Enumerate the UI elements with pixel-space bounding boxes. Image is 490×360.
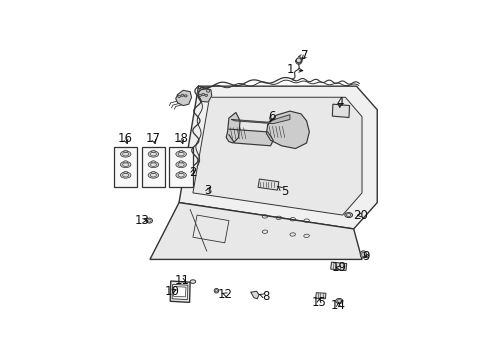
Ellipse shape [190, 280, 196, 283]
Ellipse shape [122, 152, 129, 156]
Ellipse shape [124, 171, 127, 174]
Ellipse shape [121, 162, 131, 168]
FancyBboxPatch shape [114, 147, 138, 187]
Text: 9: 9 [363, 250, 370, 263]
Ellipse shape [199, 94, 201, 96]
Polygon shape [170, 281, 190, 302]
Ellipse shape [150, 152, 156, 156]
Ellipse shape [176, 151, 186, 157]
FancyBboxPatch shape [142, 147, 165, 187]
Polygon shape [229, 129, 273, 146]
Ellipse shape [176, 172, 186, 178]
Polygon shape [150, 203, 362, 260]
Text: 16: 16 [118, 132, 133, 145]
Ellipse shape [122, 163, 129, 166]
Ellipse shape [147, 218, 152, 223]
Text: 18: 18 [174, 132, 189, 145]
Polygon shape [172, 284, 188, 300]
Ellipse shape [150, 174, 156, 177]
Ellipse shape [148, 172, 159, 178]
Text: 6: 6 [268, 110, 276, 123]
Ellipse shape [148, 151, 159, 157]
Text: 10: 10 [165, 285, 179, 298]
Ellipse shape [124, 161, 127, 163]
Polygon shape [316, 293, 326, 299]
Ellipse shape [178, 174, 184, 177]
Ellipse shape [296, 58, 301, 63]
Ellipse shape [206, 90, 210, 92]
Polygon shape [198, 88, 212, 102]
Polygon shape [173, 287, 186, 297]
Text: 1: 1 [286, 63, 303, 76]
Text: 8: 8 [260, 290, 270, 303]
Ellipse shape [176, 162, 186, 168]
Polygon shape [258, 179, 279, 190]
Ellipse shape [151, 161, 155, 163]
Ellipse shape [345, 212, 353, 217]
Polygon shape [332, 104, 349, 117]
Text: 11: 11 [175, 274, 190, 287]
Ellipse shape [148, 162, 159, 168]
Text: 15: 15 [312, 296, 326, 309]
Ellipse shape [202, 93, 204, 96]
Ellipse shape [178, 163, 184, 166]
Ellipse shape [184, 95, 187, 97]
Text: 19: 19 [332, 261, 347, 274]
Ellipse shape [336, 298, 343, 303]
Ellipse shape [179, 161, 183, 163]
Polygon shape [251, 291, 259, 299]
Polygon shape [179, 86, 377, 229]
Ellipse shape [121, 151, 131, 157]
Ellipse shape [122, 174, 129, 177]
FancyBboxPatch shape [170, 147, 193, 187]
Polygon shape [267, 111, 309, 149]
Text: 12: 12 [217, 288, 232, 301]
Ellipse shape [179, 171, 183, 174]
Text: 4: 4 [336, 96, 343, 109]
Text: 5: 5 [278, 185, 288, 198]
Ellipse shape [360, 251, 367, 258]
Polygon shape [226, 112, 240, 143]
Text: 7: 7 [301, 49, 309, 62]
Ellipse shape [214, 288, 219, 293]
Text: 2: 2 [189, 166, 196, 179]
Text: 3: 3 [204, 184, 212, 197]
Text: 13: 13 [135, 214, 150, 227]
Ellipse shape [121, 172, 131, 178]
Polygon shape [331, 262, 347, 270]
Ellipse shape [205, 94, 208, 96]
Text: 20: 20 [353, 208, 368, 221]
Ellipse shape [179, 150, 183, 152]
Polygon shape [232, 115, 290, 123]
Ellipse shape [178, 152, 184, 156]
Ellipse shape [181, 94, 184, 96]
Polygon shape [193, 97, 362, 215]
Polygon shape [176, 90, 192, 105]
Text: 17: 17 [146, 132, 161, 145]
Ellipse shape [124, 150, 127, 152]
Ellipse shape [151, 171, 155, 174]
Ellipse shape [151, 150, 155, 152]
Ellipse shape [150, 163, 156, 166]
Ellipse shape [178, 95, 180, 98]
Text: 14: 14 [331, 299, 346, 312]
